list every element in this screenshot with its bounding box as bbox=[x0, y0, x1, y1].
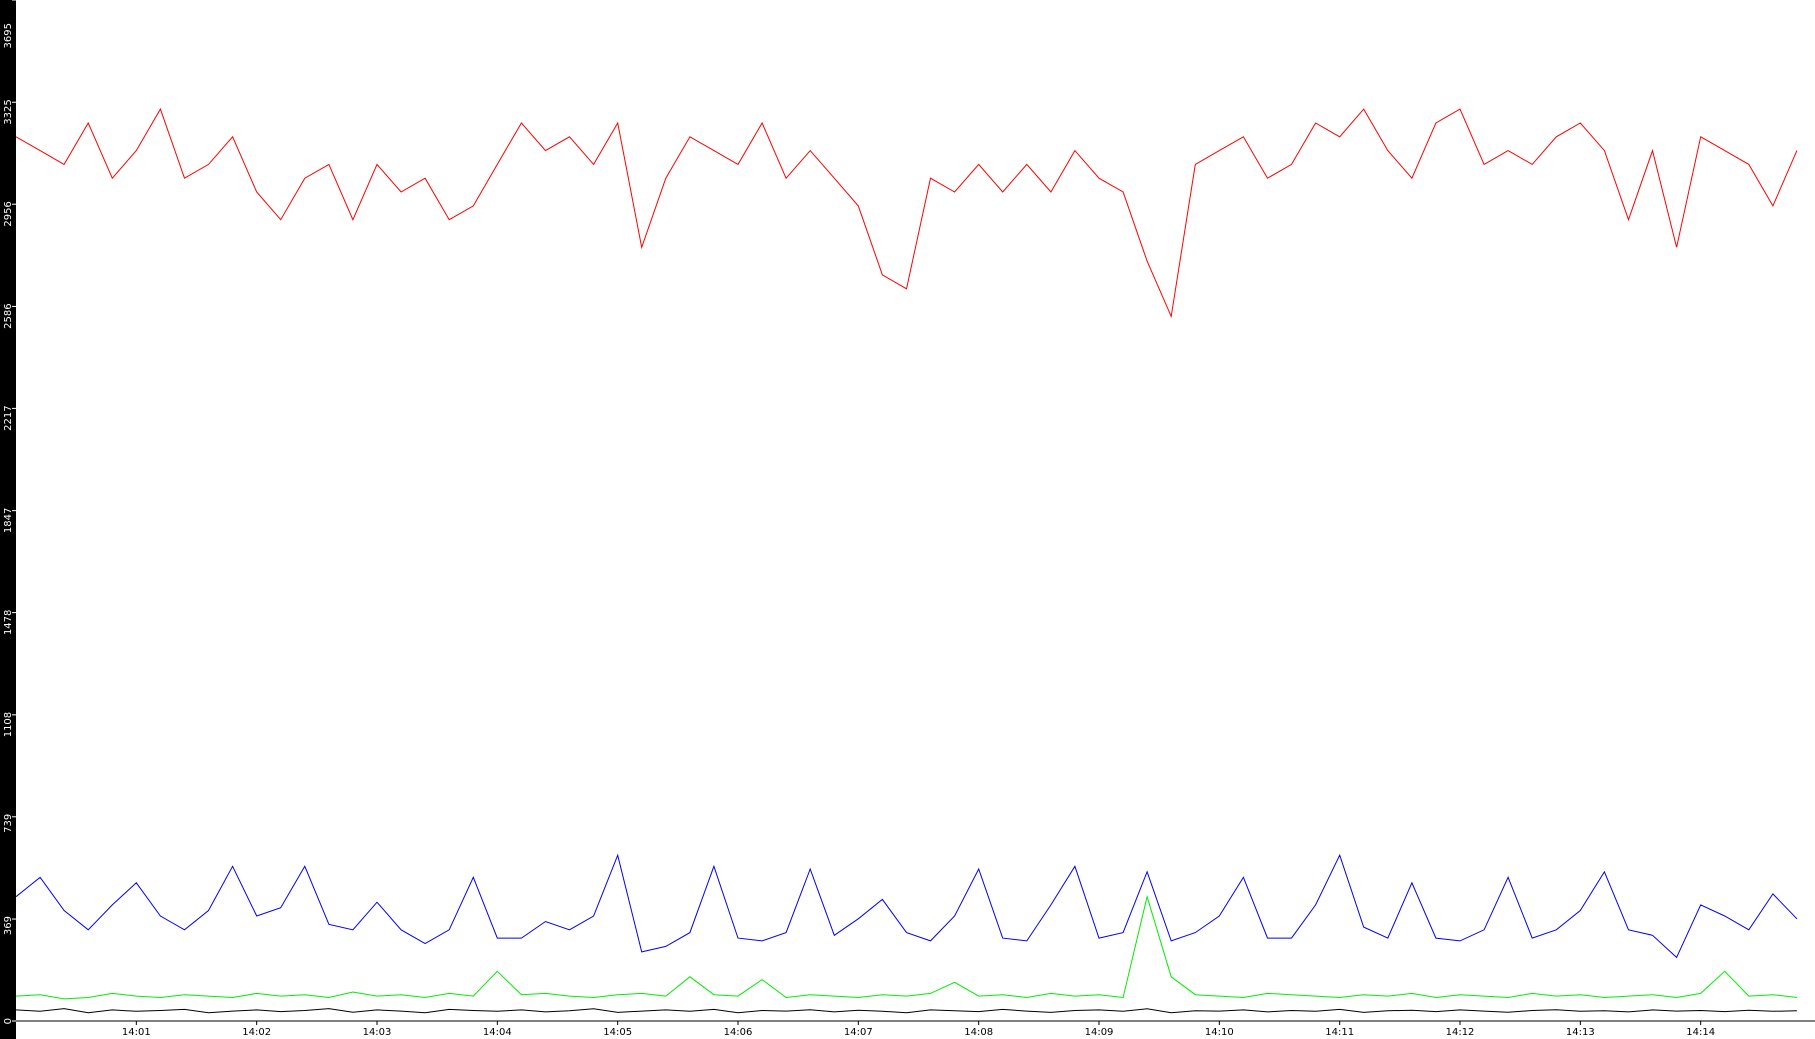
y-axis-strip bbox=[0, 0, 16, 1039]
x-tick-label: 14:04 bbox=[483, 1027, 512, 1038]
y-tick-label: 2956 bbox=[3, 201, 14, 226]
y-tick-label: 0 bbox=[3, 1018, 14, 1024]
series-line bbox=[15, 107, 1798, 319]
x-tick-label: 14:01 bbox=[122, 1027, 151, 1038]
y-tick-label: 369 bbox=[3, 916, 14, 935]
x-tick-label: 14:11 bbox=[1325, 1027, 1354, 1038]
x-tick-label: 14:08 bbox=[964, 1027, 993, 1038]
y-tick-label: 1478 bbox=[3, 610, 14, 635]
y-tick-label: 3325 bbox=[3, 99, 14, 124]
y-tick-label: 1108 bbox=[3, 712, 14, 737]
series-line bbox=[15, 894, 1797, 1000]
x-tick-label: 14:14 bbox=[1686, 1027, 1715, 1038]
x-tick-label: 14:10 bbox=[1205, 1027, 1234, 1038]
y-tick-label: 739 bbox=[3, 814, 14, 833]
x-tick-label: 14:06 bbox=[724, 1027, 753, 1038]
y-tick-label: 2217 bbox=[3, 405, 14, 430]
series-line bbox=[15, 853, 1798, 959]
x-tick-label: 14:02 bbox=[242, 1027, 271, 1038]
y-tick-label: 1847 bbox=[3, 508, 14, 533]
x-tick-label: 14:12 bbox=[1446, 1027, 1475, 1038]
y-tick-label: 3695 bbox=[3, 23, 14, 48]
x-tick-label: 14:09 bbox=[1085, 1027, 1114, 1038]
x-tick-label: 14:05 bbox=[603, 1027, 632, 1038]
x-tick-label: 14:03 bbox=[363, 1027, 392, 1038]
x-tick-label: 14:13 bbox=[1566, 1027, 1595, 1038]
x-tick-label: 14:07 bbox=[844, 1027, 873, 1038]
y-tick-label: 2586 bbox=[3, 303, 14, 328]
series-line bbox=[15, 1008, 1797, 1014]
